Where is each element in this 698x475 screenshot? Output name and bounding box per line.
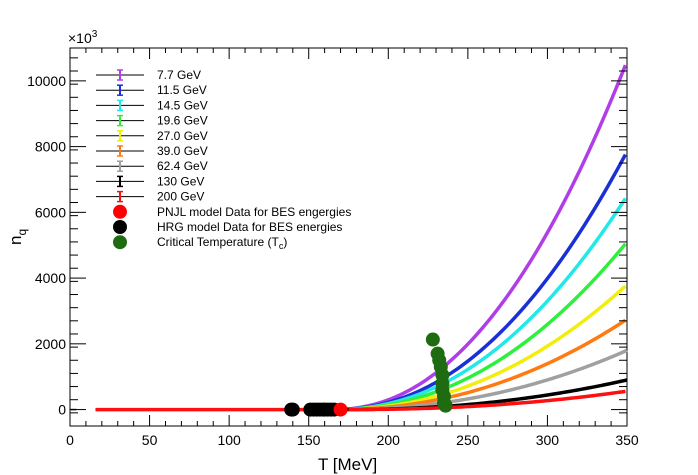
y-tick-label: 8000 (35, 139, 66, 155)
legend-marker-dot (113, 220, 127, 234)
x-tick-label: 350 (615, 432, 639, 448)
legend-label-text: PNJL model Data for BES engergies (157, 205, 351, 219)
y-axis-label: nq (6, 229, 29, 245)
x-tick-label: 300 (536, 432, 560, 448)
legend-label: 19.6 GeV (157, 114, 208, 128)
legend-label-text: Critical Temperature (T (157, 235, 279, 249)
x-tick-label: 0 (66, 432, 74, 448)
x-tick-label: 200 (377, 432, 401, 448)
legend-label: Critical Temperature (Tc) (157, 235, 287, 251)
legend-label-text: 200 GeV (157, 190, 204, 204)
legend-label-subscript: c (279, 241, 284, 251)
legend-label: 62.4 GeV (157, 159, 208, 173)
axes: 0 50 100 150 200 250 300 350 0 2000 4000 6000 8000 10… (27, 48, 639, 448)
series-curves (70, 64, 628, 412)
series-curve-0 (332, 64, 628, 412)
legend-label: 14.5 GeV (157, 98, 208, 112)
hrg-point (285, 402, 300, 417)
legend-label: 11.5 GeV (157, 83, 207, 97)
y-tick-label: 0 (58, 402, 66, 418)
legend-label-text: 27.0 GeV (157, 129, 208, 143)
legend-marker-dot (113, 235, 127, 250)
x-tick-label: 250 (456, 432, 480, 448)
x-tick-label: 100 (217, 432, 241, 448)
legend-label-text: 39.0 GeV (157, 144, 208, 158)
x-tick-label: 150 (297, 432, 321, 448)
y-tick-label: 4000 (35, 270, 66, 286)
series-curve-8 (348, 389, 626, 412)
y-axis-multiplier: ×103 (68, 29, 98, 46)
legend-label-text: HRG model Data for BES energies (157, 220, 342, 234)
legend-label-text: 11.5 GeV (157, 83, 207, 97)
legend-label: 200 GeV (157, 190, 204, 204)
critical-temperature-point (438, 398, 453, 413)
y-tick-label: 2000 (35, 336, 66, 352)
pnjl-point (333, 402, 348, 417)
legend-label-text: 130 GeV (157, 174, 204, 188)
legend-label-text: 7.7 GeV (157, 68, 201, 82)
legend-label: 7.7 GeV (157, 68, 201, 82)
y-tick-label: 6000 (35, 204, 66, 220)
y-tick-label: 10000 (27, 73, 66, 89)
legend-label: PNJL model Data for BES engergies (157, 205, 351, 219)
legend-label: 130 GeV (157, 174, 204, 188)
legend-label-text: 14.5 GeV (157, 98, 208, 112)
critical-temperature-point (425, 332, 440, 347)
legend-label: 27.0 GeV (157, 129, 208, 143)
legend-label-text: 62.4 GeV (157, 159, 208, 173)
legend-marker-dot (113, 204, 127, 219)
legend-label: HRG model Data for BES energies (157, 220, 342, 234)
x-axis-label: T [MeV] (318, 455, 377, 474)
data-markers (284, 332, 453, 417)
legend-label-text: 19.6 GeV (157, 114, 208, 128)
legend-label: 39.0 GeV (157, 144, 208, 158)
x-tick-label: 50 (142, 432, 158, 448)
plot-frame (69, 47, 628, 427)
legend-label-tail: ) (283, 235, 287, 249)
